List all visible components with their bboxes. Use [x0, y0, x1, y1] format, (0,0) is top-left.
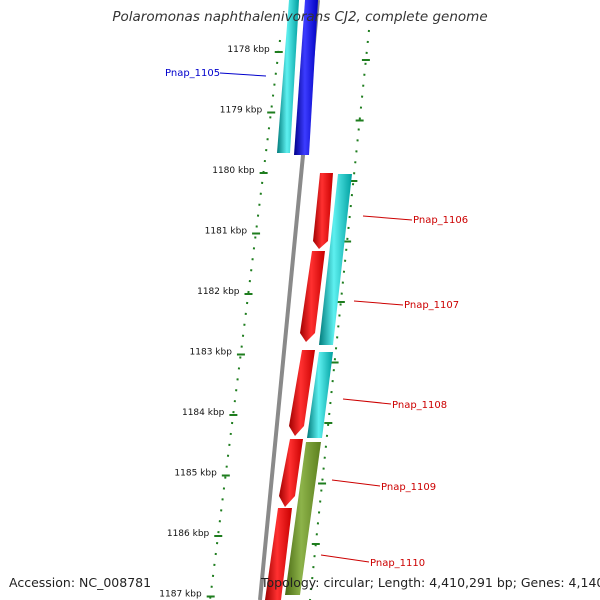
cds-feature-pnap-1110[interactable]	[265, 508, 292, 600]
ruler-label: 1184 kbp	[182, 408, 225, 418]
feature-track	[265, 0, 352, 600]
accession-text: Accession: NC_008781	[9, 575, 152, 590]
ruler-label: 1181 kbp	[205, 227, 248, 237]
leader-line-pnap-1110	[320, 554, 370, 563]
outer-ruler-line	[309, 29, 370, 600]
rna-feature-pnap-1105[interactable]	[294, 0, 318, 155]
leader-line-pnap-1109	[331, 479, 381, 487]
cds-feature-pnap-1108[interactable]	[289, 350, 315, 436]
ruler-label: 1178 kbp	[227, 45, 270, 55]
leader-line-pnap-1106	[362, 215, 413, 221]
ruler-label: 1183 kbp	[190, 348, 233, 358]
map-title: Polaromonas naphthalenivorans CJ2, compl…	[112, 9, 488, 25]
leader-line-pnap-1107	[353, 300, 404, 306]
cds-feature-pnap-1107[interactable]	[300, 251, 325, 342]
gene-label-pnap-1108[interactable]: Pnap_1108	[392, 400, 447, 411]
cds-feature-pnap-1105[interactable]	[277, 0, 299, 153]
ruler-labels: 1178 kbp 1179 kbp 1180 kbp 1181 kbp 1182 kbp…	[159, 45, 270, 600]
leader-line-pnap-1105	[219, 72, 267, 77]
leader-line-pnap-1108	[342, 398, 392, 405]
misc-feature-pnap-1110[interactable]	[285, 442, 321, 595]
cds-feature-pnap-1106-forward[interactable]	[319, 174, 352, 345]
cds-feature-pnap-1106[interactable]	[313, 173, 333, 249]
gene-label-pnap-1107[interactable]: Pnap_1107	[404, 300, 459, 311]
ruler-label: 1185 kbp	[174, 469, 217, 479]
cds-feature-pnap-1109[interactable]	[279, 439, 303, 507]
gene-label-pnap-1109[interactable]: Pnap_1109	[381, 482, 436, 493]
gene-labels: Pnap_1105 Pnap_1106 Pnap_1107 Pnap_1108 …	[165, 68, 468, 569]
ruler-label: 1187 kbp	[159, 590, 202, 600]
inner-ruler-ticks	[206, 51, 283, 598]
ruler-label: 1182 kbp	[197, 287, 240, 297]
ruler-label: 1179 kbp	[220, 106, 263, 116]
gene-label-pnap-1106[interactable]: Pnap_1106	[413, 215, 468, 226]
ruler-label: 1180 kbp	[212, 166, 255, 176]
ruler-label: 1186 kbp	[167, 529, 210, 539]
cds-feature-pnap-1108-forward[interactable]	[307, 352, 333, 438]
gene-label-pnap-1110[interactable]: Pnap_1110	[370, 558, 425, 569]
gene-label-pnap-1105[interactable]: Pnap_1105	[165, 68, 220, 79]
genome-summary-text: Topology: circular; Length: 4,410,291 bp…	[261, 575, 600, 590]
